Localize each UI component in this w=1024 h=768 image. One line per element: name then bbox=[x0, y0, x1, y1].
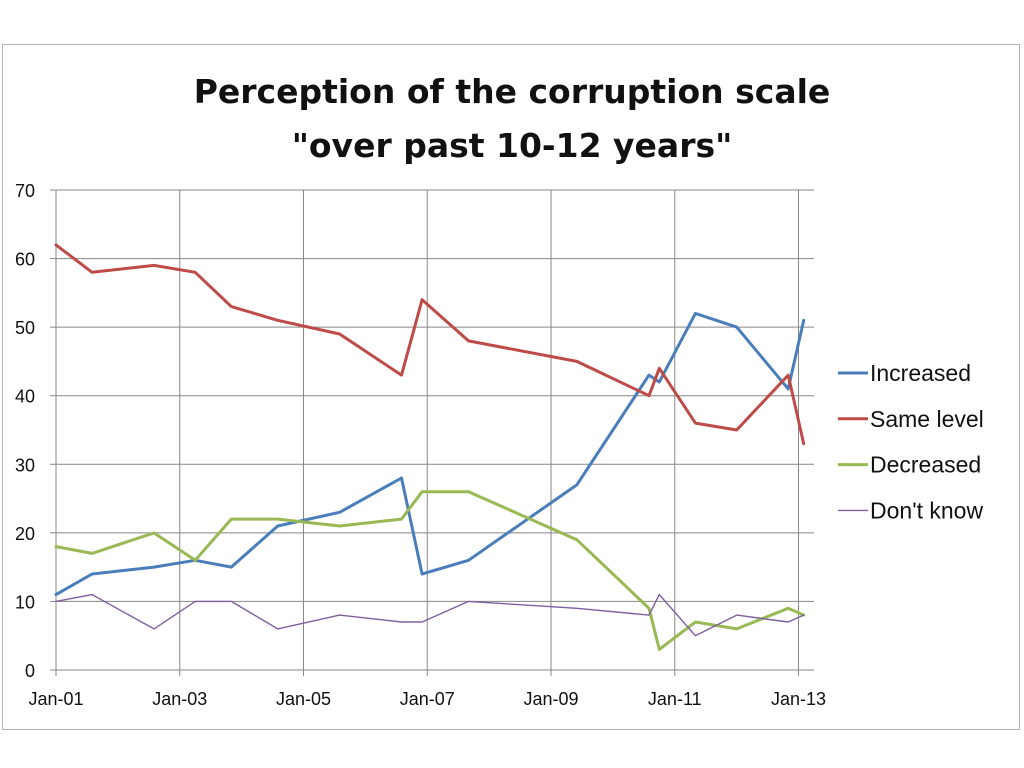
y-tick-label: 20 bbox=[15, 524, 35, 544]
x-tick-label: Jan-05 bbox=[276, 689, 331, 709]
y-tick-label: 0 bbox=[25, 661, 35, 681]
chart-title-line-2: "over past 10-12 years" bbox=[292, 126, 733, 165]
x-tick-label: Jan-09 bbox=[523, 689, 578, 709]
grid bbox=[56, 189, 814, 670]
y-tick-label: 30 bbox=[15, 455, 35, 475]
x-tick-label: Jan-01 bbox=[28, 689, 83, 709]
y-tick-label: 10 bbox=[15, 592, 35, 612]
chart-title-line-1: Perception of the corruption scale bbox=[194, 72, 831, 111]
x-tick-label: Jan-03 bbox=[152, 689, 207, 709]
legend-label-increased: Increased bbox=[870, 360, 971, 386]
chart-frame bbox=[2, 44, 1020, 730]
legend-label-decreased: Decreased bbox=[870, 452, 981, 478]
y-tick-label: 50 bbox=[15, 318, 35, 338]
series-line-decreased bbox=[54, 490, 806, 651]
y-tick-label: 40 bbox=[15, 387, 35, 407]
series-line-increased bbox=[54, 311, 806, 597]
legend: Increased Same level Decreased Don't know bbox=[838, 360, 984, 523]
series-line-same-level bbox=[54, 243, 806, 446]
series-lines bbox=[54, 243, 806, 651]
y-tick-label: 70 bbox=[15, 181, 35, 201]
y-tick-label: 60 bbox=[15, 250, 35, 270]
legend-label-same-level: Same level bbox=[870, 406, 984, 432]
x-tick-label: Jan-07 bbox=[400, 689, 455, 709]
x-tick-label: Jan-11 bbox=[648, 689, 702, 709]
legend-label-don-t-know: Don't know bbox=[870, 497, 983, 523]
x-tick-label: Jan-13 bbox=[771, 689, 826, 709]
axes: 0 10 20 30 40 50 60 70 Jan-01 Jan-03 Jan-05 Jan-07 J… bbox=[15, 181, 826, 709]
series-line-don-t-know bbox=[55, 593, 805, 637]
